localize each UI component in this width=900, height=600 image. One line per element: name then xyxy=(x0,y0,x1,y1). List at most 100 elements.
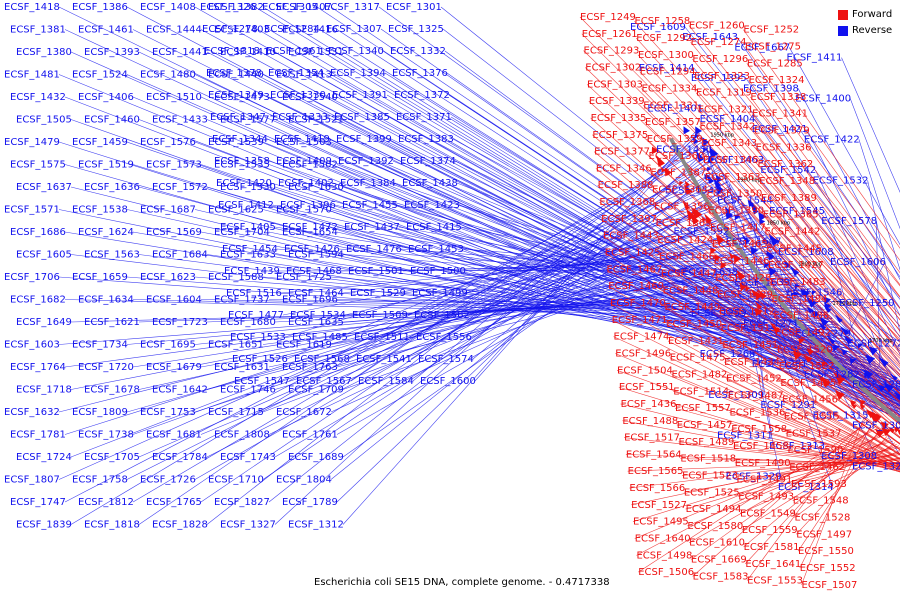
label-leader-line xyxy=(744,46,900,262)
gene-label: ECSF_1422 xyxy=(804,134,860,145)
gene-label: ECSF_1635 xyxy=(288,317,344,328)
gene-label: ECSF_1391 xyxy=(332,90,388,101)
label-leader-line xyxy=(631,447,900,506)
gene-label: ECSF_1526 xyxy=(232,354,288,365)
gene-label: ECSF_1695 xyxy=(140,340,196,351)
gene-label: ECSF_1327 xyxy=(220,520,276,531)
gene-label: ECSF_1578 xyxy=(821,216,877,227)
gene-label: ECSF_1304 xyxy=(852,420,900,431)
label-leader-line xyxy=(646,138,900,385)
label-leader-line xyxy=(709,227,900,409)
reverse-feature-arrow xyxy=(883,382,895,393)
gene-label: ECSF_1498 xyxy=(636,550,692,561)
label-leader-line xyxy=(754,118,900,338)
label-leader-line xyxy=(774,332,900,438)
gene-label: ECSF_1417 xyxy=(710,222,766,233)
gene-label: ECSF_1339 xyxy=(589,96,645,107)
label-leader-line xyxy=(736,458,900,480)
gene-label: ECSF_1349 xyxy=(208,90,264,101)
gene-label: ECSF_1371 xyxy=(396,112,452,123)
reverse-feature-arrow xyxy=(712,177,721,188)
gene-label: ECSF_1260 xyxy=(689,20,745,31)
gene-label: ECSF_1564 xyxy=(626,449,682,460)
reverse-feature-arrow xyxy=(817,321,827,331)
gene-label: ECSF_1331 xyxy=(643,100,699,111)
gene-label: ECSF_1531 xyxy=(288,47,344,58)
label-leader-line xyxy=(724,361,900,460)
gene-label: ECSF_1588 xyxy=(208,272,264,283)
label-leader-line xyxy=(750,96,900,298)
gene-label: ECSF_1476 xyxy=(346,244,402,255)
gene-label: ECSF_1438 xyxy=(402,178,458,189)
gene-label: ECSF_1480 xyxy=(140,70,196,81)
label-leader-line xyxy=(64,96,900,417)
gene-label: ECSF_1516 xyxy=(226,288,282,299)
label-leader-line xyxy=(342,129,698,525)
gene-label: ECSF_1421 xyxy=(752,124,808,135)
reverse-feature-arrow xyxy=(695,126,703,135)
reverse-swatch xyxy=(838,26,848,36)
gene-label: ECSF_1500 xyxy=(410,266,466,277)
label-leader-line xyxy=(792,449,900,501)
label-leader-line xyxy=(760,197,900,365)
gene-label: ECSF_1363 xyxy=(705,172,761,183)
gene-label: ECSF_1384 xyxy=(340,178,396,189)
gene-label: ECSF_1455 xyxy=(342,200,398,211)
reverse-feature-arrow xyxy=(806,306,814,314)
gene-label: ECSF_1388 xyxy=(598,180,654,191)
gene-label: ECSF_1434 xyxy=(724,357,780,368)
label-leader-line xyxy=(138,140,705,525)
label-leader-line xyxy=(690,426,876,560)
gene-label: ECSF_1506 xyxy=(638,567,694,578)
gene-label: ECSF_1468 xyxy=(286,266,342,277)
gene-label: ECSF_1606 xyxy=(830,257,886,268)
gene-label: ECSF_1696 xyxy=(282,295,338,306)
gene-label: ECSF_1368 xyxy=(599,197,655,208)
label-leader-line xyxy=(342,238,767,390)
label-leader-line xyxy=(699,126,900,352)
gene-label: ECSF_1530 xyxy=(220,182,276,193)
label-leader-line xyxy=(615,353,900,471)
gene-label: ECSF_1431 xyxy=(668,336,724,347)
gene-label: ECSF_1667 xyxy=(734,42,790,53)
forward-feature-arrow xyxy=(874,428,885,438)
gene-label: ECSF_1335 xyxy=(591,113,647,124)
forward-feature-arrow xyxy=(897,429,900,435)
forward-feature-arrow xyxy=(754,301,763,310)
gene-label: ECSF_1372 xyxy=(394,90,450,101)
gene-label: ECSF_1474 xyxy=(614,332,670,343)
reverse-feature-arrow xyxy=(715,174,723,183)
label-leader-line xyxy=(410,162,717,360)
gene-label: ECSF_1494 xyxy=(686,504,742,515)
reverse-feature-arrow xyxy=(789,265,800,277)
gene-label: ECSF_1454 xyxy=(222,244,278,255)
gene-label: ECSF_1753 xyxy=(140,407,196,418)
reverse-feature-arrow xyxy=(759,218,766,226)
reverse-feature-arrow xyxy=(705,173,714,184)
gene-label: ECSF_1720 xyxy=(78,362,134,373)
reverse-feature-arrow xyxy=(758,212,767,222)
gene-label: ECSF_1828 xyxy=(152,520,208,531)
gene-label: ECSF_1272 xyxy=(847,339,900,350)
gene-label: ECSF_1441 xyxy=(152,47,208,58)
gene-label: ECSF_1669 xyxy=(691,555,747,566)
gene-label: ECSF_1643 xyxy=(682,32,738,43)
label-leader-line xyxy=(462,248,795,276)
reverse-feature-arrow xyxy=(783,260,791,269)
gene-label: ECSF_1350 xyxy=(707,189,763,200)
reverse-feature-arrow xyxy=(741,233,750,244)
reverse-feature-arrow xyxy=(818,316,829,327)
gene-label: ECSF_1395 xyxy=(691,73,747,84)
gene-label: ECSF_1470 xyxy=(610,298,666,309)
label-leader-line xyxy=(284,199,740,338)
forward-feature-arrow xyxy=(710,247,717,255)
label-leader-line xyxy=(796,436,888,535)
gene-label: ECSF_1302 xyxy=(585,62,641,73)
label-leader-line xyxy=(348,169,721,360)
gene-label: ECSF_1386 xyxy=(72,2,128,13)
forward-feature-arrow xyxy=(736,269,746,281)
label-leader-line xyxy=(666,323,900,460)
legend-forward-label: Forward xyxy=(852,9,893,20)
reverse-feature-arrow xyxy=(695,150,705,163)
gene-label: ECSF_1724 xyxy=(16,452,72,463)
